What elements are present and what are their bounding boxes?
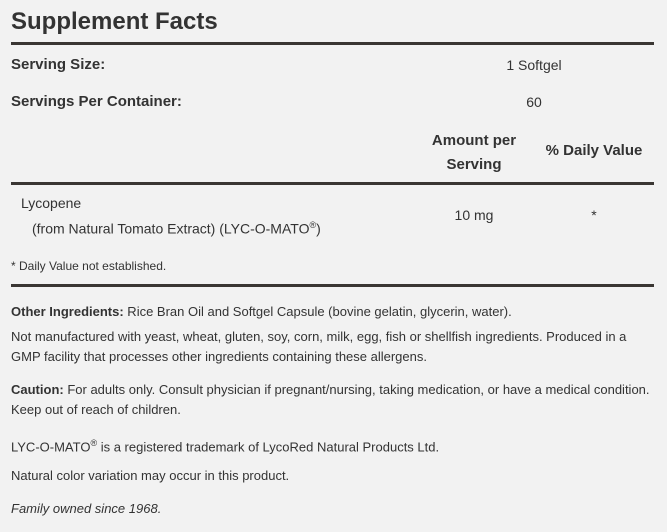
serving-size-label: Serving Size: (11, 56, 106, 73)
caution: Caution: For adults only. Consult physic… (11, 380, 656, 420)
daily-value-header: % Daily Value (545, 142, 643, 159)
serving-size-value: 1 Softgel (506, 57, 562, 73)
ingredient-amount: 10 mg (454, 207, 494, 223)
divider (11, 284, 654, 287)
trademark-note: LYC-O-MATO® is a registered trademark of… (11, 433, 656, 457)
divider (11, 182, 654, 185)
registered-mark: ® (90, 438, 98, 448)
amount-header: Amount per Serving (431, 132, 517, 173)
registered-mark: ® (309, 220, 317, 230)
allergen-statement: Not manufactured with yeast, wheat, glut… (11, 329, 627, 364)
page-title: Supplement Facts (11, 8, 218, 35)
other-ingredients: Other Ingredients: Rice Bran Oil and Sof… (11, 302, 656, 322)
other-ingredients-label: Other Ingredients: (11, 304, 124, 319)
other-ingredients-text: Rice Bran Oil and Softgel Capsule (bovin… (123, 304, 512, 319)
color-note: Natural color variation may occur in thi… (11, 468, 290, 483)
ingredient-detail-text: (from Natural Tomato Extract) (LYC-O-MAT… (32, 220, 310, 237)
trademark-name: LYC-O-MATO (11, 439, 91, 455)
ingredient-dv: * (591, 207, 597, 223)
caution-text: For adults only. Consult physician if pr… (11, 382, 650, 417)
caution-label: Caution: (11, 382, 64, 397)
ingredient-detail-end: ) (316, 220, 321, 237)
family-note: Family owned since 1968. (11, 501, 162, 516)
trademark-text: is a registered trademark of LycoRed Nat… (97, 439, 440, 455)
footnote: * Daily Value not established. (11, 259, 167, 273)
ingredient-detail: (from Natural Tomato Extract) (LYC-O-MAT… (32, 220, 321, 237)
servings-per-container-value: 60 (526, 94, 542, 110)
divider (11, 42, 654, 45)
servings-per-container-label: Servings Per Container: (11, 93, 182, 110)
ingredient-name: Lycopene (21, 195, 82, 211)
